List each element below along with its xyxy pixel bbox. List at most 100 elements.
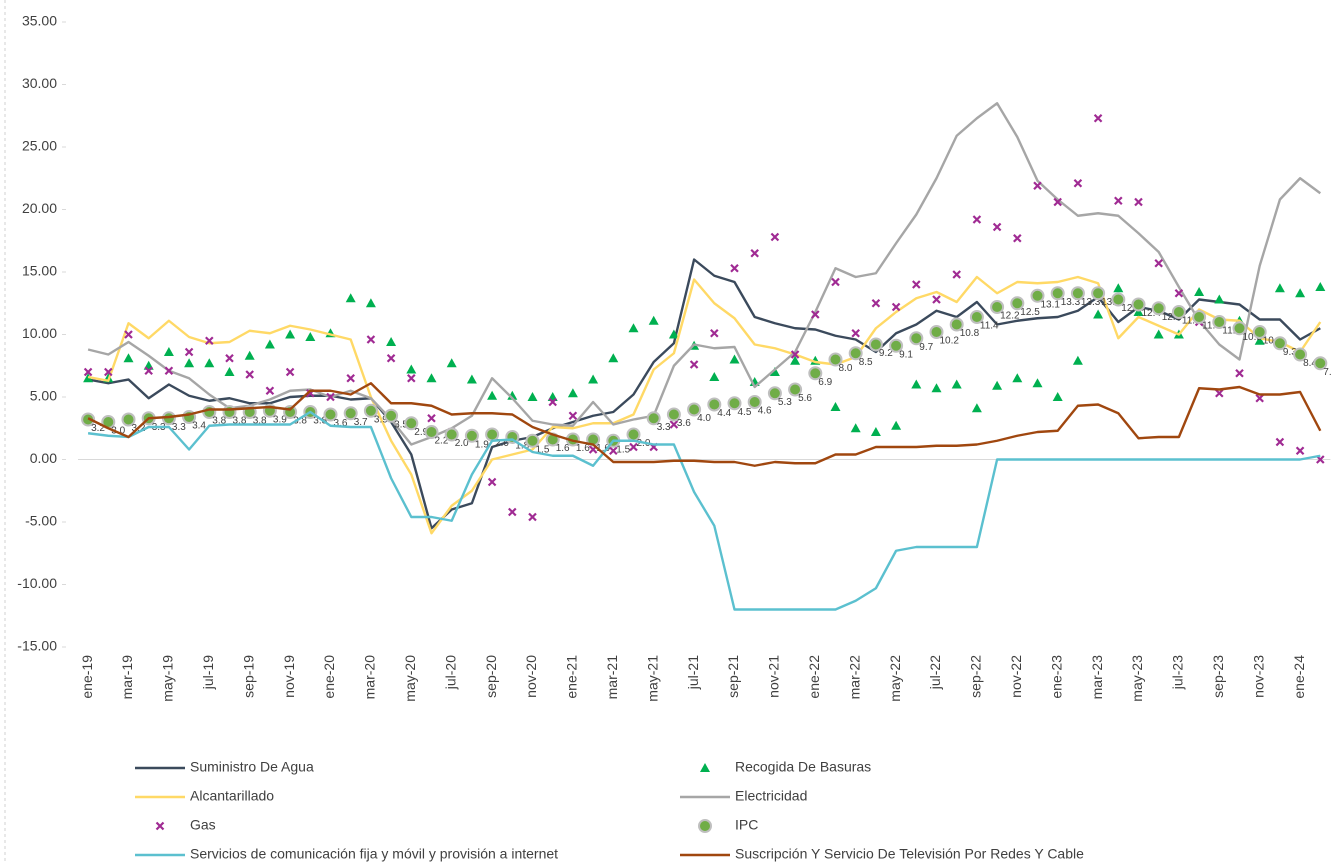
data-label: 6.9 — [818, 377, 832, 388]
data-label: 3.5 — [394, 419, 408, 430]
cross-marker — [83, 367, 93, 377]
triangle-marker — [709, 372, 720, 381]
circle-marker — [868, 337, 883, 352]
triangle-marker — [1274, 283, 1285, 293]
y-tick-label: 5.00 — [30, 388, 57, 404]
data-label: 3.6 — [677, 418, 691, 429]
x-tick-label: nov-23 — [1250, 655, 1266, 698]
triangle-marker — [769, 367, 780, 376]
triangle-marker — [891, 420, 902, 430]
cross-marker — [144, 366, 153, 376]
y-tick-label: 30.00 — [22, 75, 57, 91]
data-label: 11.4 — [1202, 321, 1221, 332]
triangle-marker — [1315, 282, 1326, 291]
circle-marker — [1192, 310, 1207, 324]
data-label: 1.9 — [475, 439, 489, 450]
circle-marker — [909, 331, 924, 346]
circle-marker — [1313, 356, 1328, 371]
cross-marker — [1114, 196, 1123, 206]
series-line — [87, 275, 1322, 535]
cross-marker — [1215, 388, 1224, 398]
data-label: 9.3 — [1283, 347, 1297, 358]
x-tick-label: ene-22 — [806, 655, 822, 699]
legend-label: Servicios de comunicación fija y móvil y… — [190, 846, 558, 862]
cross-marker — [912, 280, 921, 289]
cross-marker — [992, 222, 1002, 232]
data-label: 4.5 — [738, 407, 752, 418]
data-label: 9.2 — [879, 348, 893, 359]
cross-marker — [1013, 233, 1022, 243]
circle-marker — [1131, 297, 1146, 312]
circle-marker — [1050, 286, 1065, 301]
data-label: 10.2 — [940, 336, 960, 347]
series-line — [87, 410, 1321, 611]
data-label: 4.0 — [697, 413, 711, 424]
data-label: 3.6 — [334, 418, 348, 429]
triangle-marker — [830, 402, 841, 411]
x-tick-label: nov-21 — [766, 655, 782, 698]
cross-marker — [1134, 197, 1143, 207]
triangle-marker — [406, 364, 417, 374]
data-label: 3.8 — [253, 416, 267, 427]
x-tick-label: sep-19 — [240, 655, 256, 698]
circle-marker — [788, 382, 803, 397]
circle-marker — [929, 325, 944, 339]
triangle-marker — [608, 353, 619, 363]
data-label: 3.8 — [233, 416, 247, 427]
circle-marker — [848, 346, 863, 361]
x-tick-label: may-20 — [402, 655, 418, 702]
data-label: 3.9 — [273, 414, 287, 425]
data-label: 4.6 — [758, 406, 772, 417]
circle-marker — [949, 317, 964, 332]
circle-marker — [1111, 292, 1126, 307]
circle-marker — [1252, 325, 1267, 339]
cross-marker — [932, 295, 941, 304]
data-label: 5.6 — [798, 393, 812, 404]
circle-marker — [404, 416, 419, 431]
triangle-marker — [567, 388, 578, 398]
triangle-marker — [1254, 335, 1265, 345]
cross-marker — [1073, 178, 1083, 188]
circle-marker — [646, 411, 661, 426]
cross-marker — [1275, 437, 1285, 447]
triangle-marker — [386, 337, 397, 346]
data-label: 4.4 — [717, 408, 731, 419]
circle-marker — [727, 396, 742, 411]
x-tick-label: nov-19 — [281, 655, 297, 698]
triangle-marker — [264, 339, 275, 349]
x-tick-label: mar-21 — [604, 655, 620, 700]
x-tick-label: mar-23 — [1089, 655, 1105, 700]
legend-label: Gas — [190, 817, 216, 833]
cross-marker — [1093, 113, 1103, 123]
triangle-marker — [790, 355, 801, 365]
data-label: 10.8 — [960, 328, 980, 339]
x-tick-label: ene-23 — [1048, 655, 1064, 699]
x-tick-label: jul-22 — [927, 655, 943, 690]
legend-label: Recogida De Basuras — [735, 759, 871, 775]
data-label: 13.3 — [1081, 297, 1101, 308]
triangle-marker — [1072, 355, 1083, 365]
data-label: 2.2 — [435, 436, 449, 447]
x-tick-label: may-19 — [160, 655, 176, 702]
circle-marker — [343, 406, 358, 421]
triangle-marker — [1295, 288, 1306, 298]
data-label: 5.3 — [778, 397, 792, 408]
x-tick-label: jul-21 — [685, 655, 701, 690]
triangle-marker — [426, 373, 437, 383]
triangle-marker — [184, 358, 195, 368]
data-label: 1.5 — [536, 444, 550, 455]
circle-marker — [424, 425, 439, 439]
x-tick-label: ene-20 — [321, 655, 337, 699]
y-tick-label: -15.00 — [17, 638, 57, 654]
triangle-marker — [668, 329, 679, 339]
y-tick-label: -10.00 — [17, 575, 57, 591]
data-label: 8.0 — [839, 363, 853, 374]
circle-marker — [384, 408, 399, 423]
triangle-marker — [1153, 329, 1164, 339]
y-tick-label: 20.00 — [22, 200, 57, 216]
data-label: 10.2 — [1263, 336, 1283, 347]
cross-marker — [1033, 181, 1042, 191]
x-tick-label: ene-19 — [79, 655, 95, 699]
y-tick-label: 25.00 — [22, 138, 57, 154]
data-label: 12.4 — [1142, 308, 1162, 319]
